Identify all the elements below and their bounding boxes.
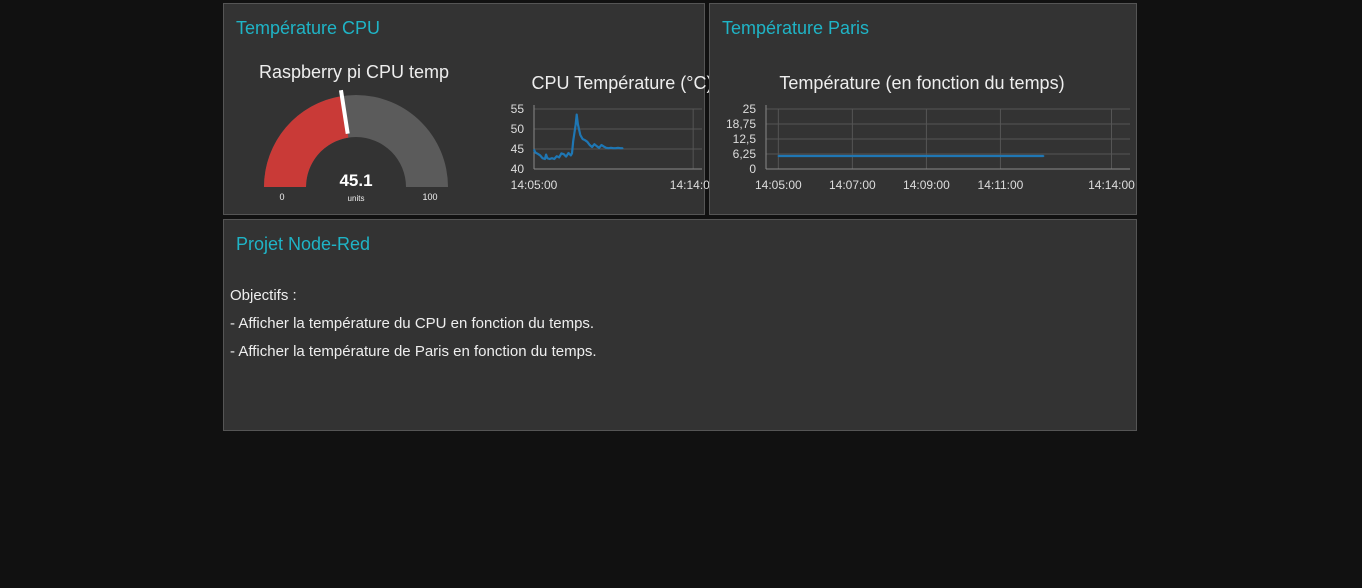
data-point bbox=[617, 147, 619, 149]
gauge-max-label: 100 bbox=[422, 192, 437, 202]
data-point bbox=[534, 151, 537, 154]
x-tick-label: 14:11:00 bbox=[978, 178, 1024, 192]
data-point bbox=[533, 149, 535, 151]
series-line-cpu bbox=[533, 113, 623, 161]
cpu-temperature-chart: CPU Température (°C) 55 50 45 40 14:05:00 14:1… bbox=[511, 73, 717, 192]
paris-group-title: Température Paris bbox=[722, 18, 870, 38]
data-point bbox=[619, 147, 622, 149]
data-point bbox=[593, 143, 596, 145]
gauge-title: Raspberry pi CPU temp bbox=[258, 62, 450, 82]
y-tick-label: 6,25 bbox=[733, 147, 757, 161]
gauge-min-label: 0 bbox=[279, 192, 284, 202]
cpu-group-title: Température CPU bbox=[236, 18, 381, 38]
data-point bbox=[570, 154, 572, 157]
data-point bbox=[603, 145, 605, 148]
data-point bbox=[577, 123, 579, 125]
data-point bbox=[600, 144, 603, 146]
y-tick-label: 40 bbox=[511, 162, 525, 176]
data-point bbox=[607, 147, 610, 149]
cpu-gauge: 45.1 units 0 100 bbox=[264, 89, 448, 203]
x-tick-label: 14:07:00 bbox=[829, 178, 876, 192]
data-point bbox=[537, 153, 539, 155]
y-tick-label: 45 bbox=[511, 142, 525, 156]
data-point bbox=[612, 147, 615, 149]
data-point bbox=[586, 141, 589, 143]
data-point bbox=[555, 155, 558, 157]
data-point bbox=[574, 124, 577, 126]
project-description: Objectifs : - Afficher la température du… bbox=[230, 282, 597, 366]
data-point bbox=[614, 147, 617, 149]
y-tick-label: 50 bbox=[511, 122, 525, 136]
data-point bbox=[1042, 155, 1045, 157]
project-group-title: Projet Node-Red bbox=[236, 234, 371, 254]
x-tick-label: 14:14:00 bbox=[1088, 178, 1135, 192]
y-tick-label: 12,5 bbox=[733, 132, 757, 146]
chart-title: Température (en fonction du temps) bbox=[779, 73, 1064, 93]
data-point bbox=[579, 134, 582, 136]
data-point bbox=[595, 145, 598, 147]
gauge-units: units bbox=[348, 194, 365, 203]
y-tick-label: 55 bbox=[511, 102, 525, 116]
data-point bbox=[621, 147, 624, 149]
data-point bbox=[591, 146, 593, 148]
data-point bbox=[571, 152, 573, 155]
data-point bbox=[565, 155, 567, 158]
y-tick-label: 25 bbox=[743, 102, 757, 116]
project-line-paris: - Afficher la température de Paris en fo… bbox=[230, 343, 597, 360]
data-point bbox=[562, 153, 565, 155]
y-tick-label: 0 bbox=[749, 162, 756, 176]
gauge-value: 45.1 bbox=[339, 171, 372, 190]
data-point bbox=[539, 154, 541, 157]
paris-temperature-chart: Température (en fonction du temps) 2518,7… bbox=[726, 73, 1135, 192]
paris-group-card: Température Paris Température (en foncti… bbox=[709, 3, 1137, 215]
gauge-needle bbox=[338, 89, 350, 134]
data-point bbox=[553, 158, 556, 160]
x-tick-label: 14:05:00 bbox=[511, 178, 558, 192]
data-point bbox=[581, 138, 584, 140]
gauge-fill bbox=[264, 96, 349, 187]
project-line-objectives: Objectifs : bbox=[230, 287, 297, 304]
data-point bbox=[777, 155, 780, 157]
project-line-cpu: - Afficher la température du CPU en fonc… bbox=[230, 315, 595, 332]
data-point bbox=[572, 140, 574, 142]
data-point bbox=[544, 158, 546, 160]
data-point bbox=[610, 147, 612, 149]
data-point bbox=[558, 156, 560, 159]
data-point bbox=[551, 157, 553, 159]
data-point bbox=[541, 157, 544, 159]
x-tick-label: 14:05:00 bbox=[755, 178, 802, 192]
data-point bbox=[548, 158, 551, 160]
chart-title: CPU Température (°C) bbox=[532, 73, 713, 93]
data-point bbox=[584, 139, 586, 141]
data-point bbox=[605, 147, 608, 149]
data-point bbox=[598, 147, 600, 149]
data-point bbox=[567, 152, 570, 154]
y-tick-label: 18,75 bbox=[726, 117, 756, 131]
project-group-card: Projet Node-Red Objectifs : - Afficher l… bbox=[223, 219, 1137, 431]
data-point bbox=[545, 153, 547, 156]
x-tick-label: 14:14:00 bbox=[670, 178, 717, 192]
x-tick-label: 14:09:00 bbox=[903, 178, 950, 192]
data-point bbox=[560, 152, 563, 155]
data-point bbox=[575, 113, 578, 116]
data-point bbox=[546, 157, 549, 159]
data-point bbox=[588, 144, 591, 146]
cpu-group-card: Température CPU Raspberry pi CPU temp 45… bbox=[223, 3, 717, 215]
